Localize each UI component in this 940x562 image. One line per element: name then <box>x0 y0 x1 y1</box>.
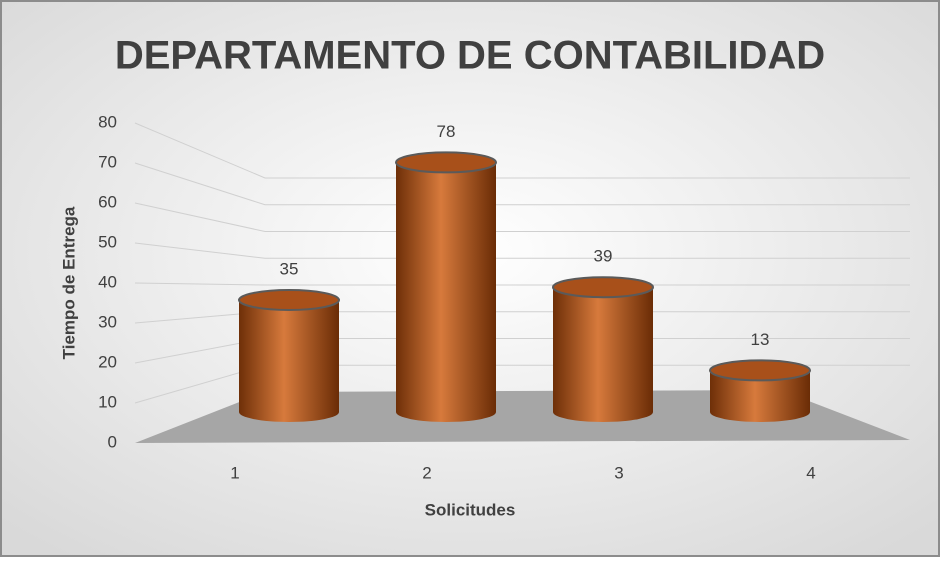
y-tick-label: 0 <box>108 432 117 451</box>
grid-line <box>134 202 910 232</box>
y-tick-label: 80 <box>98 112 117 131</box>
y-tick-label: 10 <box>98 392 117 411</box>
grid-line <box>134 162 910 206</box>
grid-line <box>134 122 910 179</box>
grid-line <box>134 242 910 259</box>
bar <box>238 289 340 422</box>
y-tick-label: 50 <box>98 232 117 251</box>
y-tick-label: 70 <box>98 152 117 171</box>
data-label: 35 <box>280 259 299 278</box>
cylinder-top <box>709 359 811 382</box>
x-axis-label: Solicitudes <box>425 500 516 519</box>
cylinder-body <box>396 162 496 422</box>
cylinder-top <box>395 151 497 174</box>
y-tick-label: 40 <box>98 272 117 291</box>
x-tick-label: 1 <box>230 463 239 482</box>
cylinder-top <box>238 289 340 311</box>
cylinder-body <box>553 287 653 422</box>
cylinder-top <box>552 276 654 299</box>
chart-title: DEPARTAMENTO DE CONTABILIDAD <box>115 34 825 78</box>
data-label: 39 <box>594 247 613 266</box>
x-tick-label: 3 <box>614 463 623 482</box>
y-axis-label: Tiempo de Entrega <box>59 206 78 359</box>
y-tick-label: 30 <box>98 312 117 331</box>
bar <box>709 359 811 422</box>
y-tick-label: 20 <box>98 352 117 371</box>
cylinder-body <box>710 370 810 422</box>
bar <box>395 151 497 422</box>
y-tick-label: 60 <box>98 192 117 211</box>
data-label: 13 <box>751 330 770 349</box>
grid-line <box>134 282 910 286</box>
x-tick-label: 2 <box>422 463 431 482</box>
bar <box>552 276 654 422</box>
x-tick-label: 4 <box>806 463 815 482</box>
cylinder-body <box>239 300 339 422</box>
data-label: 78 <box>437 122 456 141</box>
